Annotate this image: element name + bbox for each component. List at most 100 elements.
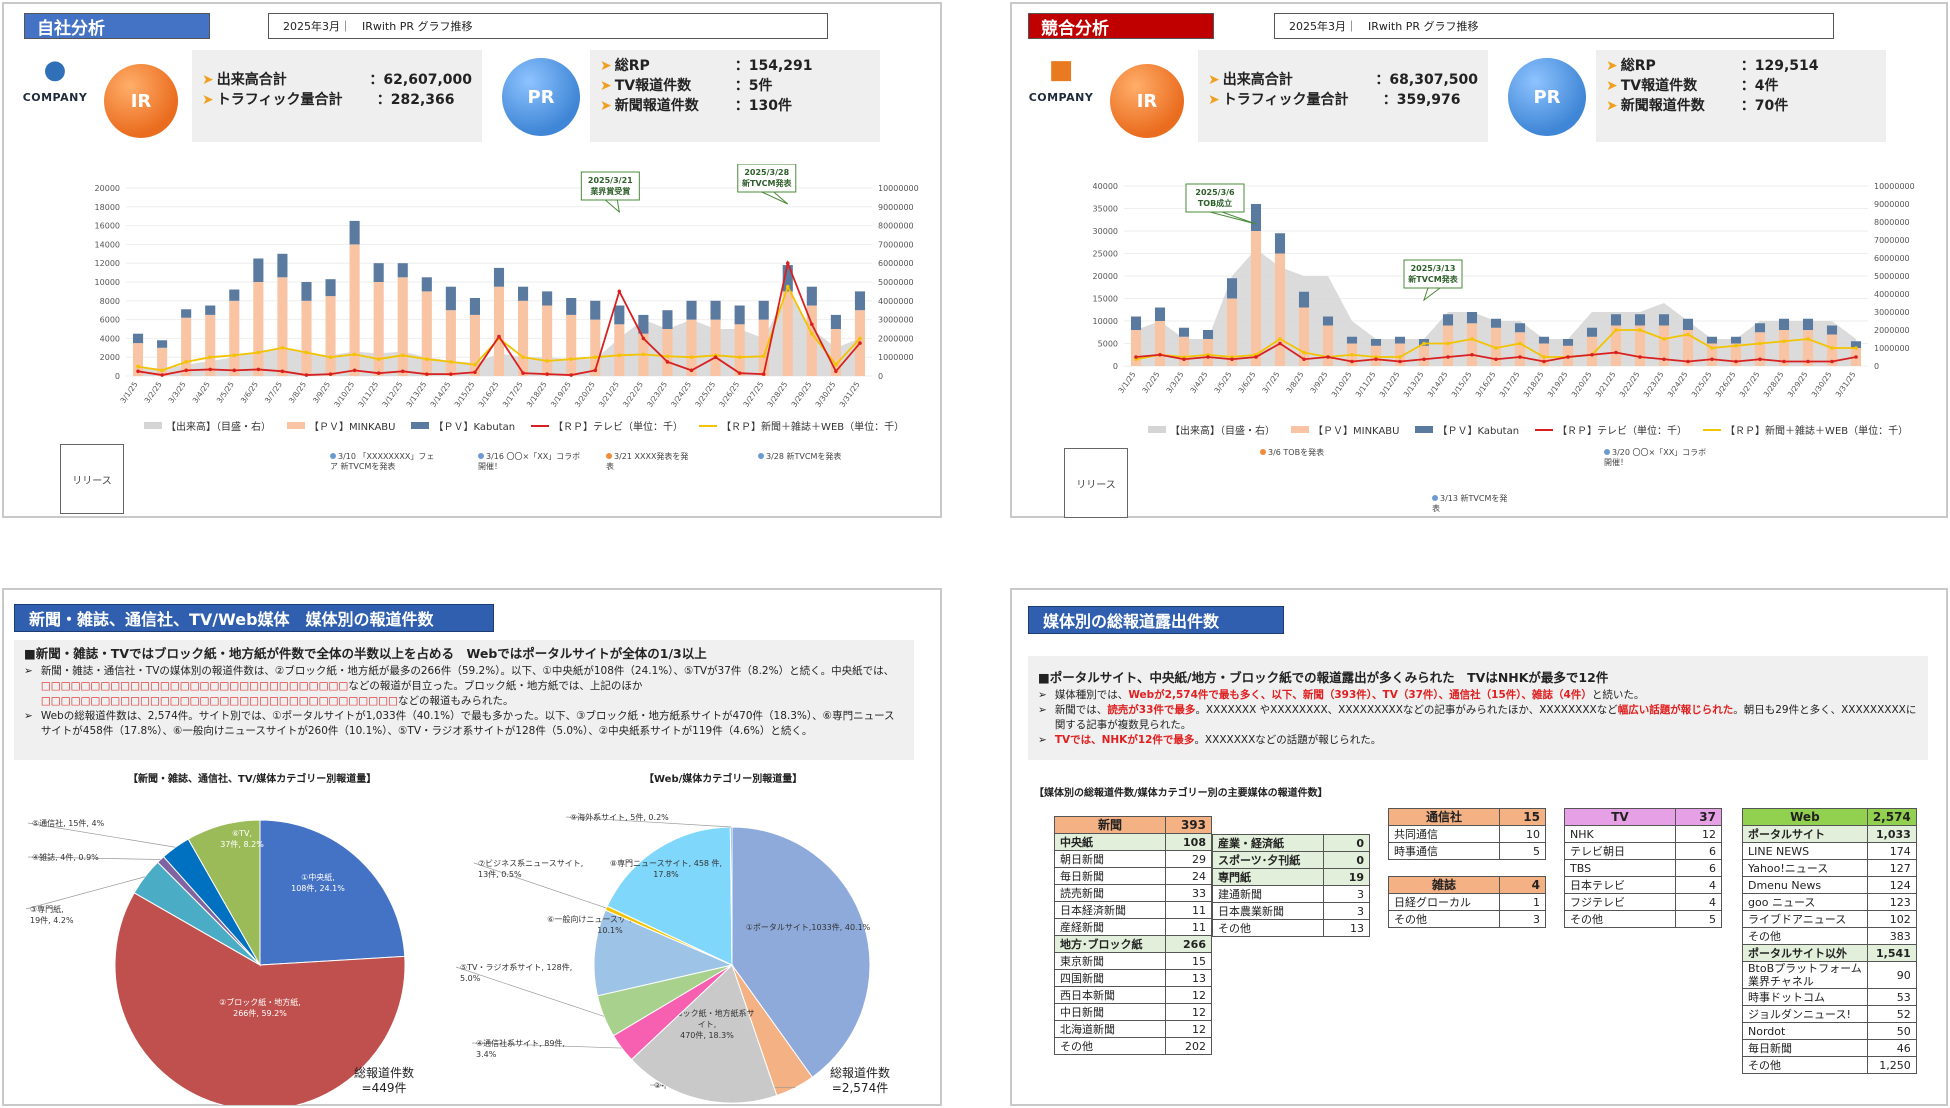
x-tick-label: 3/1/25	[1116, 370, 1137, 395]
media-count: 3	[1323, 902, 1370, 920]
line-tv-point	[1182, 357, 1186, 362]
bar-kabutan	[1250, 204, 1262, 231]
bar-minkabu	[1514, 332, 1526, 366]
bar-minkabu	[1706, 343, 1718, 366]
table-row: 東京新聞 15	[1054, 952, 1212, 970]
x-tick-label: 3/1/25	[118, 380, 139, 405]
callout-text: 新TVCM発表	[1408, 274, 1458, 284]
line-print-point	[473, 362, 477, 367]
bar-kabutan	[1754, 323, 1766, 333]
media-name: Nordot	[1742, 1022, 1868, 1040]
line-tv-point	[208, 367, 213, 372]
bar-kabutan	[1322, 316, 1334, 326]
pie-label: 5.0%	[460, 974, 481, 983]
callout-text: 新TVCM発表	[742, 178, 792, 188]
bar-kabutan	[325, 279, 336, 297]
line-print-point	[569, 357, 573, 361]
pr-stat-value: ：4件	[1740, 78, 1779, 94]
own-note-2: 3/16 〇〇×「XX」コラボ開催！	[478, 452, 581, 471]
y2-tick-label: 2000000	[1874, 326, 1910, 335]
media-count: 393	[1165, 816, 1212, 834]
media-name: Yahoo!ニュース	[1742, 859, 1868, 877]
table-row: LINE NEWS 174	[1742, 842, 1917, 860]
x-tick-label: 3/26/25	[1714, 370, 1738, 399]
competitor-release-box: リリース	[1064, 448, 1128, 518]
bar-minkabu	[253, 282, 264, 376]
y-tick-label: 18000	[95, 203, 120, 212]
bar-minkabu	[1754, 332, 1766, 366]
x-tick-label: 3/14/25	[429, 380, 453, 409]
bar-kabutan	[1562, 339, 1574, 346]
line-tv-point	[1254, 355, 1258, 359]
media-name: 中日新聞	[1054, 1003, 1166, 1021]
line-tv-point	[497, 334, 501, 339]
callout-text: TOB成立	[1198, 198, 1232, 208]
line-print-point	[1614, 328, 1618, 332]
bar-kabutan	[758, 300, 769, 320]
exposure-text: 新聞では、	[1054, 704, 1108, 716]
x-tick-label: 3/2/25	[143, 380, 164, 405]
competitor-chart-legend: 【出来高】（目盛・右） 【ＰＶ】MINKABU 【ＰＶ】Kabutan 【ＲＰ】…	[1148, 422, 1908, 437]
line-print-point	[1854, 346, 1858, 350]
table-row: Yahoo!ニュース 127	[1742, 859, 1917, 877]
table-row: 日本農業新聞 3	[1212, 902, 1370, 920]
bar-kabutan	[397, 263, 408, 278]
competitor-chart-title: 2025年3月｜ IRwith PR グラフ推移	[1274, 13, 1834, 39]
pie1-title: 【新聞・雑誌、通信社、TV/媒体カテゴリー別報道量】	[128, 774, 377, 785]
own-note-3: 3/21 XXXX発表を発表	[606, 452, 689, 471]
bar-kabutan	[373, 263, 384, 282]
y-tick-label: 20000	[1093, 272, 1118, 281]
table-row: その他 202	[1054, 1037, 1212, 1055]
x-tick-label: 3/3/25	[1164, 370, 1185, 395]
bar-kabutan	[445, 286, 456, 311]
bar-kabutan	[349, 220, 360, 245]
media-name: 日経グローカル	[1388, 893, 1500, 911]
line-print-point	[328, 355, 333, 359]
line-print-point	[1758, 341, 1762, 346]
line-tv-point	[1590, 352, 1594, 357]
bar-kabutan	[205, 305, 216, 315]
callout-text: 2025/3/13	[1411, 264, 1456, 273]
bar-kabutan	[229, 289, 240, 301]
line-tv-point	[1422, 357, 1426, 362]
pr-stat-label: 総RP	[1620, 58, 1656, 74]
pie-leader	[27, 856, 161, 860]
line-print-point	[352, 352, 357, 357]
line-print-point	[1470, 337, 1474, 341]
pie-label: ④雑誌, 4件, 0.9%	[32, 852, 99, 862]
media-name: 日本テレビ	[1564, 876, 1676, 894]
line-tv-point	[834, 369, 838, 374]
table-row: 日本経済新聞 11	[1054, 901, 1212, 919]
pr-stat-label: 新聞報道件数	[614, 98, 699, 114]
line-tv-point	[400, 369, 405, 374]
y-tick-label: 16000	[95, 222, 120, 231]
callout-box	[1185, 183, 1245, 213]
x-tick-label: 3/10/25	[332, 380, 356, 409]
bar-kabutan	[710, 300, 721, 320]
bar-minkabu	[469, 314, 480, 376]
table-row: 日経グローカル 1	[1388, 893, 1546, 911]
x-tick-label: 3/26/25	[717, 380, 741, 409]
pie-label: ②ブロック紙・地方紙,	[219, 997, 301, 1007]
x-tick-label: 3/21/25	[1594, 370, 1618, 399]
line-print-point	[400, 353, 405, 358]
total-exposure-banner: 媒体別の総報道露出件数	[1028, 606, 1284, 634]
table-row: 中央紙 108	[1054, 833, 1212, 851]
line-tv-point	[256, 367, 261, 372]
line-tv-point	[689, 368, 694, 373]
table-row: 西日本新聞 12	[1054, 986, 1212, 1004]
pie-label: 10.1%	[597, 926, 623, 935]
line-print-point	[1638, 328, 1642, 332]
bar-kabutan	[518, 286, 529, 301]
media-count: 33	[1165, 884, 1212, 902]
legend-volume: 【出来高】（目盛・右）	[1170, 426, 1275, 437]
table-row: ポータルサイト 1,033	[1742, 825, 1917, 843]
line-tv-point	[328, 372, 333, 376]
bar-minkabu	[1610, 325, 1622, 366]
y-tick-label: 14000	[95, 240, 120, 249]
pie-slice	[606, 826, 733, 966]
media-name: その他	[1742, 1056, 1868, 1074]
pie-label: ⑥TV,	[232, 829, 252, 838]
own-note-4: 3/28 新TVCMを発表	[758, 452, 848, 462]
line-print-point	[737, 355, 742, 359]
